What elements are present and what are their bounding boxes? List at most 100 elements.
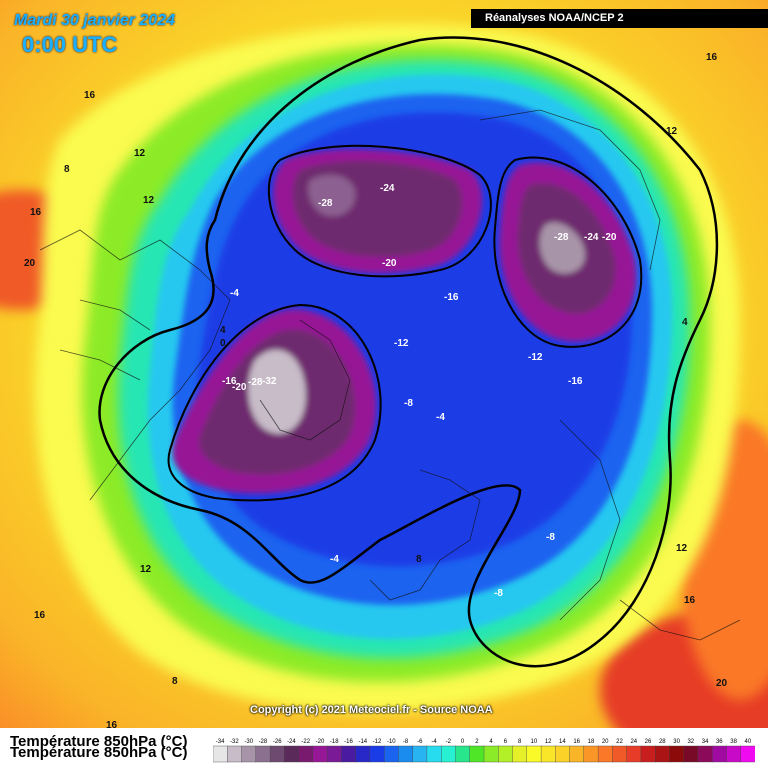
scale-swatch	[669, 745, 685, 763]
label-8-nw: 8	[64, 164, 70, 175]
label-neg12-ctr: -12	[394, 338, 409, 349]
label-16-sw: 16	[34, 610, 46, 621]
scale-swatch	[312, 745, 328, 763]
scale-swatch	[341, 745, 357, 763]
scale-swatch	[213, 745, 229, 763]
color-scale: -34 -32 -30 -28 -26 -24 -22 -20 -18 -16 -14 -12 -10-…	[213, 739, 755, 763]
scale-tick-label: 6	[504, 739, 508, 745]
scale-tick-label: -30	[244, 739, 253, 745]
label-neg8-e: -8	[546, 532, 555, 543]
scale-swatch	[569, 745, 585, 763]
label-12-ne: 12	[666, 126, 678, 137]
label-4-ne: 4	[682, 317, 688, 328]
field-title: Température 850hPa (°C)	[10, 733, 188, 750]
scale-tick-label: 22	[616, 739, 623, 745]
zero-isotherm	[98, 36, 719, 668]
label-4-w: 4	[220, 325, 226, 336]
scale-tick-label: 12	[545, 739, 552, 745]
label-neg24-sib: -24	[380, 183, 395, 194]
label-neg8-se: -8	[494, 588, 503, 599]
scale-swatch	[726, 745, 742, 763]
scale-swatch	[583, 745, 599, 763]
label-neg20-sib: -20	[382, 258, 397, 269]
label-neg24-can: -24	[584, 232, 599, 243]
coastlines	[39, 109, 741, 641]
minus16-isotherm-3	[493, 156, 643, 348]
contour-labels: 16 12 8 16 20 12 4 0 -4 -16 -20 -28 -32 …	[24, 52, 728, 728]
label-20-w: 20	[24, 258, 36, 269]
source-banner: Réanalyses NOAA/NCEP 2	[471, 9, 768, 28]
scale-tick-label: 30	[673, 739, 680, 745]
scale-tick-label: 0	[461, 739, 465, 745]
scale-tick-label: 20	[602, 739, 609, 745]
scale-swatch	[241, 745, 257, 763]
temperature-map: 16 12 8 16 20 12 4 0 -4 -16 -20 -28 -32 …	[0, 0, 768, 728]
scale-swatch	[398, 745, 414, 763]
scale-swatch	[426, 745, 442, 763]
scale-swatch	[440, 745, 457, 763]
time-label: 0:00 UTC	[22, 32, 118, 57]
scale-swatch	[655, 745, 671, 763]
scale-swatch	[498, 745, 514, 763]
label-neg4-s: -4	[330, 554, 339, 565]
scale-swatch	[640, 745, 656, 763]
scale-swatch	[255, 745, 271, 763]
scale-swatch	[483, 745, 500, 763]
scale-swatch	[455, 745, 471, 763]
label-12-w: 12	[143, 195, 155, 206]
scale-tick-label: -28	[259, 739, 268, 745]
scale-swatch	[683, 745, 699, 763]
label-16-w: 16	[30, 207, 42, 218]
label-neg20-can: -20	[602, 232, 617, 243]
scale-swatch	[740, 745, 755, 763]
label-neg12-can: -12	[528, 352, 543, 363]
scale-swatch	[469, 745, 485, 763]
scale-swatch	[298, 745, 314, 763]
scale-swatch	[526, 745, 542, 763]
field-title-shadow: Température 850hPa (°C)	[10, 744, 188, 761]
label-neg16-ctr: -16	[444, 292, 459, 303]
scale-tick-label: 10	[531, 739, 538, 745]
scale-tick-label: 40	[745, 739, 752, 745]
label-8-s: 8	[416, 554, 422, 565]
label-16-se: 16	[684, 595, 696, 606]
scale-swatch	[512, 745, 528, 763]
scale-tick-label: -32	[230, 739, 239, 745]
minus16-isotherm-2	[267, 144, 492, 278]
scale-tick-label: 38	[730, 739, 737, 745]
label-16-s: 16	[106, 720, 118, 728]
scale-tick-label: 8	[518, 739, 522, 745]
scale-tick-label: -24	[287, 739, 296, 745]
copyright-text: Copyright (c) 2021 Meteociel.fr - Source…	[250, 704, 493, 716]
scale-tick-label: -4	[431, 739, 437, 745]
scale-tick-label: 28	[659, 739, 666, 745]
scale-tick-label: -14	[358, 739, 367, 745]
label-neg4-w: -4	[230, 288, 239, 299]
minus16-isotherm-1	[167, 303, 382, 502]
scale-swatch	[284, 745, 300, 763]
scale-tick-label: -18	[330, 739, 339, 745]
scale-tick-label: 26	[645, 739, 652, 745]
cold-pool-siberia	[273, 149, 483, 274]
scale-swatch	[555, 745, 571, 763]
scale-swatch	[712, 745, 728, 763]
scale-tick-label: 2	[475, 739, 479, 745]
label-neg20-gl: -20	[232, 382, 247, 393]
scale-swatch	[269, 745, 286, 763]
scale-tick-label: -20	[316, 739, 325, 745]
scale-tick-label: -22	[301, 739, 310, 745]
scale-tick-label: -34	[216, 739, 225, 745]
scale-swatch	[540, 745, 557, 763]
scale-tick-label: 4	[489, 739, 493, 745]
scale-swatch	[697, 745, 713, 763]
label-neg16-can: -16	[568, 376, 583, 387]
scale-tick-label: 14	[559, 739, 566, 745]
label-20-se: 20	[716, 678, 728, 689]
scale-swatch	[227, 745, 243, 763]
scale-tick-label: -8	[403, 739, 409, 745]
scale-tick-label: 16	[573, 739, 580, 745]
scale-tick-label: 24	[630, 739, 637, 745]
scale-swatch	[369, 745, 385, 763]
scale-swatch	[412, 745, 428, 763]
date-label: Mardi 30 janvier 2024	[14, 12, 175, 29]
